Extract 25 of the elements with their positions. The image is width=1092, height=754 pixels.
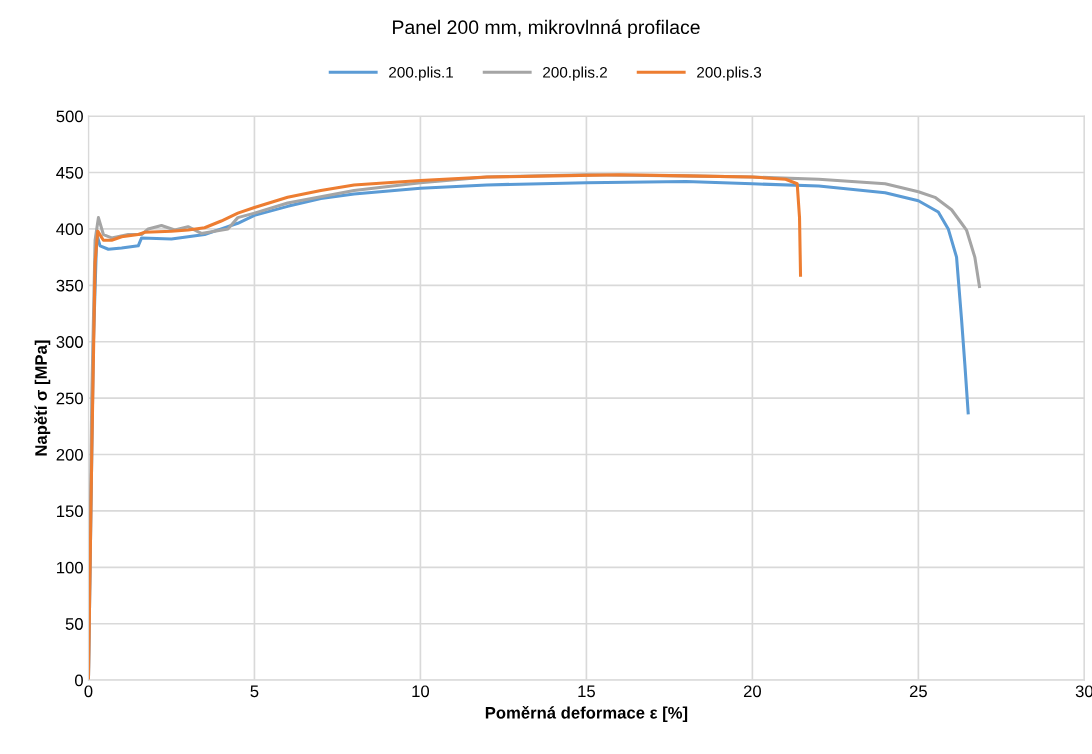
x-tick-label: 10 xyxy=(412,685,430,698)
legend-label: 200.plis.2 xyxy=(543,66,607,81)
y-tick-label: 300 xyxy=(56,336,83,348)
chart-title: Panel 200 mm, mikrovlnná profilace xyxy=(393,19,700,38)
y-tick-label: 0 xyxy=(74,674,83,687)
y-tick-label: 250 xyxy=(56,392,83,405)
x-tick-label: 25 xyxy=(909,685,927,698)
x-tick-label: 30 xyxy=(1075,685,1092,698)
y-tick-label: 350 xyxy=(56,279,83,292)
x-tick-label: 15 xyxy=(578,685,595,698)
y-axis-title: Napětí σ [MPa] xyxy=(34,340,51,456)
y-tick-label: 150 xyxy=(57,505,83,518)
y-tick-label: 100 xyxy=(57,561,83,574)
legend-label: 200.plis.1 xyxy=(389,66,453,81)
legend-label: 200.plis.3 xyxy=(697,66,762,81)
x-tick-label: 0 xyxy=(84,685,93,698)
x-tick-label: 20 xyxy=(743,685,762,698)
y-tick-label: 500 xyxy=(56,110,83,123)
x-tick-label: 5 xyxy=(250,685,259,698)
line-series xyxy=(88,173,803,681)
y-tick-label: 200 xyxy=(56,448,83,461)
y-tick-label: 50 xyxy=(65,618,83,630)
x-axis-title: Poměrná deformace ε [%] xyxy=(485,706,688,722)
y-tick-label: 450 xyxy=(56,166,83,179)
y-tick-label: 400 xyxy=(56,223,83,236)
